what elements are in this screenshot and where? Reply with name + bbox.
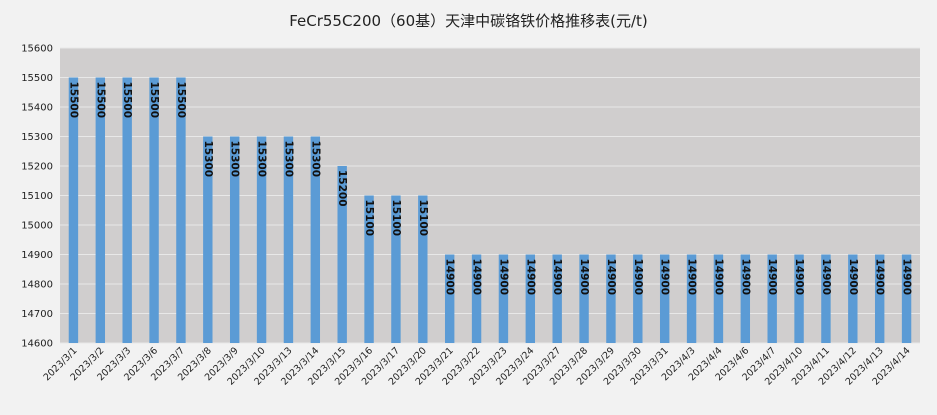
- data-label: 14900: [874, 259, 886, 296]
- bar: [149, 77, 159, 343]
- bar: [256, 136, 267, 343]
- bar: [444, 254, 455, 343]
- bar: [552, 254, 562, 343]
- chart-title: FeCr55C200（60基）天津中碳铬铁价格推移表(元/t): [289, 12, 648, 30]
- data-label: 14900: [847, 259, 859, 296]
- y-tick-label: 14600: [21, 339, 53, 350]
- bar: [874, 254, 885, 343]
- bar: [418, 195, 428, 343]
- bar: [821, 254, 831, 343]
- y-tick-label: 14900: [21, 250, 53, 261]
- data-label: 15300: [229, 141, 241, 178]
- data-label: 14900: [793, 259, 805, 296]
- data-label: 14900: [901, 259, 913, 296]
- bar: [686, 254, 697, 343]
- data-label: 14900: [524, 259, 536, 296]
- data-label: 15500: [67, 82, 79, 119]
- bar: [68, 77, 79, 343]
- data-label: 15500: [121, 82, 133, 119]
- data-label: 15100: [363, 200, 375, 237]
- data-label: 15500: [94, 82, 106, 119]
- bar: [659, 254, 670, 343]
- bar: [525, 254, 536, 343]
- bar: [471, 254, 482, 343]
- bar: [848, 254, 858, 343]
- data-label: 14900: [551, 259, 563, 296]
- data-label: 15300: [309, 141, 321, 178]
- bar: [606, 254, 616, 343]
- bar: [203, 136, 213, 343]
- bar: [713, 254, 724, 343]
- data-label: 15300: [256, 141, 268, 178]
- y-tick-label: 15400: [21, 103, 53, 114]
- y-tick-label: 15000: [21, 221, 53, 232]
- y-tick-label: 15200: [21, 162, 53, 173]
- data-label: 14900: [659, 259, 671, 296]
- data-label: 15500: [148, 82, 160, 119]
- bar: [229, 136, 240, 343]
- data-label: 14900: [632, 259, 644, 296]
- data-label: 15500: [175, 82, 187, 119]
- data-label: 15300: [282, 141, 294, 178]
- data-label: 14900: [578, 259, 590, 296]
- y-tick-label: 14700: [21, 309, 53, 320]
- bar: [633, 254, 643, 343]
- data-label: 15200: [336, 170, 348, 207]
- data-label: 14900: [686, 259, 698, 296]
- data-label: 14900: [497, 259, 509, 296]
- y-tick-label: 15600: [21, 44, 53, 55]
- data-label: 15300: [202, 141, 214, 178]
- data-label: 15100: [390, 200, 402, 237]
- data-label: 14900: [605, 259, 617, 296]
- bar: [283, 136, 294, 343]
- y-tick-label: 15300: [21, 132, 53, 143]
- y-tick-label: 15500: [21, 73, 53, 84]
- bar: [364, 195, 374, 343]
- y-tick-label: 15100: [21, 191, 53, 202]
- bar: [310, 136, 321, 343]
- bar: [498, 254, 509, 343]
- data-label: 14900: [766, 259, 778, 296]
- bar: [337, 166, 347, 343]
- bar: [176, 77, 186, 343]
- data-label: 15100: [417, 200, 429, 237]
- data-label: 14900: [471, 259, 483, 296]
- bar: [794, 254, 804, 343]
- data-label: 14900: [712, 259, 724, 296]
- bar: [579, 254, 589, 343]
- bar: [95, 77, 106, 343]
- y-tick-label: 14800: [21, 280, 53, 291]
- bar: [391, 195, 401, 343]
- bar: [767, 254, 777, 343]
- data-label: 14900: [739, 259, 751, 296]
- bar: [122, 77, 132, 343]
- data-label: 14900: [444, 259, 456, 296]
- bar: [901, 254, 912, 343]
- data-label: 14900: [820, 259, 832, 296]
- bar: [740, 254, 751, 343]
